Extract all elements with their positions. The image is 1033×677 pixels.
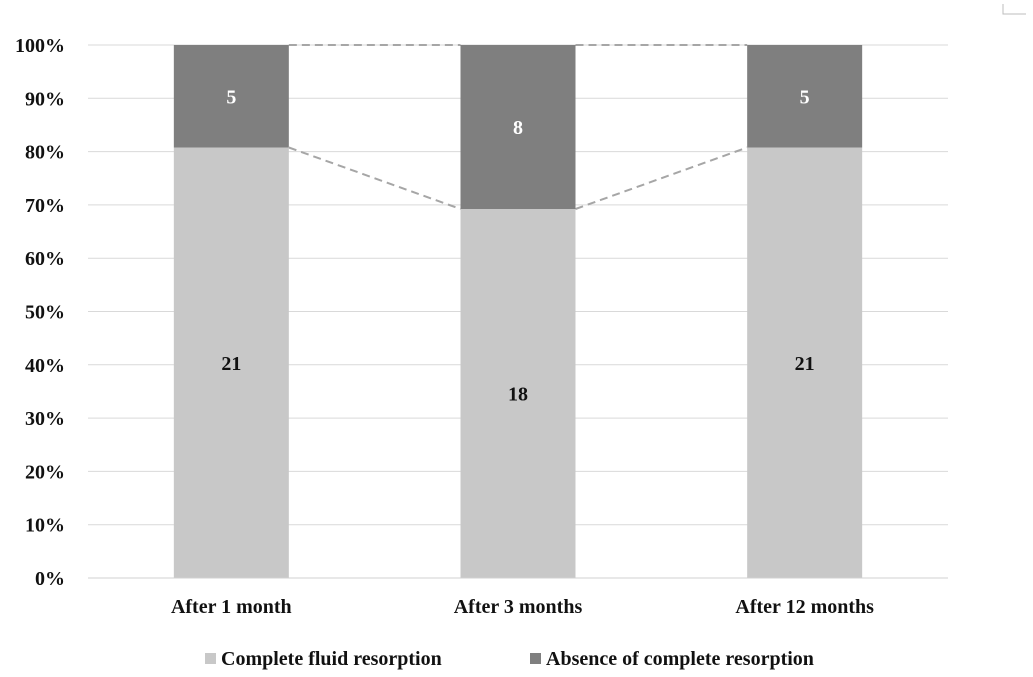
connector-lines: [288, 44, 748, 210]
bar-segment-complete-3: [747, 147, 863, 578]
y-tick-label: 60%: [25, 248, 65, 270]
data-label: 5: [226, 86, 236, 108]
y-tick-label: 0%: [35, 568, 65, 590]
data-label: 21: [221, 353, 241, 375]
series-connector-line: [288, 146, 461, 210]
bars: [173, 45, 863, 578]
y-tick-label: 50%: [25, 302, 65, 324]
corner-mark: [1002, 4, 1026, 15]
y-tick-label: 90%: [25, 88, 65, 110]
bar-segment-complete-2: [460, 209, 576, 578]
y-tick-label: 80%: [25, 142, 65, 164]
legend-label: Complete fluid resorption: [221, 648, 442, 670]
x-tick-label: After 12 months: [735, 596, 874, 618]
x-tick-label: After 3 months: [454, 596, 583, 618]
legend: Complete fluid resorption Absence of comp…: [205, 648, 814, 670]
data-labels: 21 5 18 8 21 5: [221, 86, 814, 405]
bar-segment-absence-3: [747, 45, 863, 148]
bar-segment-complete-1: [173, 147, 289, 578]
y-tick-label: 70%: [25, 195, 65, 217]
data-label: 21: [795, 353, 815, 375]
bar-segment-absence-1: [173, 45, 289, 148]
y-tick-label: 40%: [25, 355, 65, 377]
data-label: 5: [800, 86, 810, 108]
data-label: 8: [513, 117, 523, 139]
legend-label: Absence of complete resorption: [546, 648, 814, 670]
legend-swatch: [205, 653, 216, 664]
x-tick-label: After 1 month: [171, 596, 292, 618]
x-axis-tick-labels: After 1 month After 3 months After 12 mont…: [171, 596, 874, 618]
y-tick-label: 100%: [15, 35, 65, 57]
legend-swatch: [530, 653, 541, 664]
y-tick-label: 20%: [25, 461, 65, 483]
series-connector-line: [575, 146, 748, 210]
y-tick-label: 10%: [25, 515, 65, 537]
data-label: 18: [508, 384, 528, 406]
y-tick-label: 30%: [25, 408, 65, 430]
bar-segment-absence-2: [460, 45, 576, 209]
y-axis-tick-labels: 0% 10% 20% 30% 40% 50% 60% 70% 80% 90% 100%: [15, 35, 65, 590]
